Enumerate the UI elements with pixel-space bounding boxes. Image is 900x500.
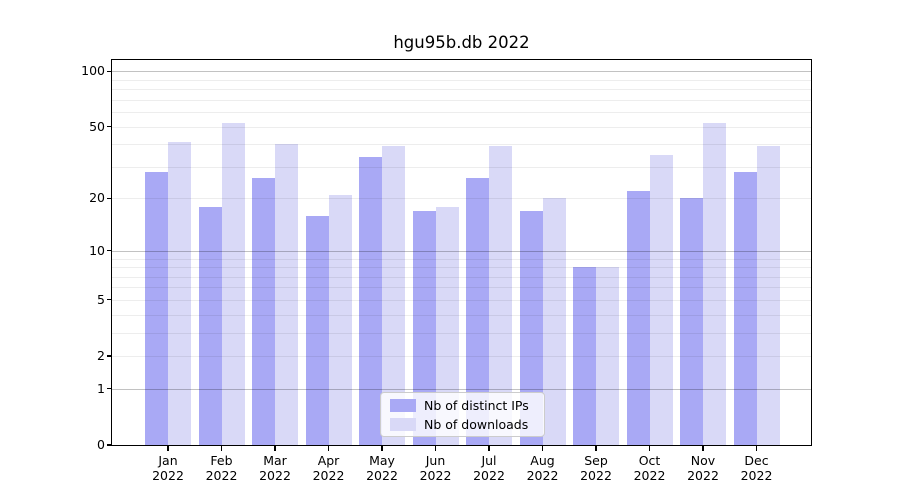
y-tick-label: 100 xyxy=(81,63,105,79)
gridline-minor xyxy=(112,112,811,114)
bar-distinct-ips xyxy=(519,210,543,445)
x-tick-mark xyxy=(541,446,544,451)
y-tick-mark xyxy=(106,388,111,390)
bar-downloads xyxy=(596,267,619,445)
gridline-major xyxy=(112,71,811,73)
bar-distinct-ips xyxy=(733,172,757,445)
legend-item-downloads: Nb of downloads xyxy=(390,417,535,432)
x-tick-mark xyxy=(274,446,276,451)
bar-downloads xyxy=(489,146,512,445)
x-tick-label: Jan 2022 xyxy=(152,453,184,483)
x-tick-mark xyxy=(488,446,490,451)
y-tick-label: 5 xyxy=(97,291,105,307)
x-tick-label: Nov 2022 xyxy=(687,453,719,483)
bar-distinct-ips xyxy=(252,178,275,445)
gridline-minor xyxy=(112,89,811,91)
legend-label-distinct-ips: Nb of distinct IPs xyxy=(424,397,529,413)
x-tick-label: Feb 2022 xyxy=(205,453,238,483)
y-tick-mark xyxy=(106,70,111,72)
bar-downloads xyxy=(756,146,780,445)
x-tick-mark xyxy=(167,446,169,451)
x-tick-mark xyxy=(595,446,597,451)
plot-area xyxy=(111,59,812,446)
x-tick-mark xyxy=(702,446,704,451)
bar-downloads xyxy=(328,194,352,445)
x-tick-mark xyxy=(648,446,651,451)
bar-distinct-ips xyxy=(466,178,489,445)
y-tick-mark xyxy=(106,197,111,199)
x-tick-label: Sep 2022 xyxy=(580,453,612,483)
bar-downloads xyxy=(703,123,726,445)
x-tick-mark xyxy=(381,446,383,451)
y-tick-mark xyxy=(106,125,111,128)
y-tick-mark xyxy=(106,299,111,301)
bar-distinct-ips xyxy=(626,191,650,445)
x-tick-label: Dec 2022 xyxy=(740,453,773,483)
bar-distinct-ips xyxy=(359,157,382,445)
legend-label-downloads: Nb of downloads xyxy=(424,416,529,432)
chart-title: hgu95b.db 2022 xyxy=(393,33,530,52)
bar-downloads xyxy=(168,142,191,445)
legend-item-distinct-ips: Nb of distinct IPs xyxy=(390,398,535,413)
legend-swatch-downloads xyxy=(390,417,416,431)
x-tick-mark xyxy=(755,446,758,451)
y-tick-label: 50 xyxy=(89,118,105,134)
bar-distinct-ips xyxy=(573,267,596,445)
x-tick-label: May 2022 xyxy=(366,453,398,483)
y-tick-mark xyxy=(106,250,111,252)
x-tick-label: Aug 2022 xyxy=(526,453,559,483)
x-tick-mark xyxy=(220,446,223,451)
bar-downloads xyxy=(649,154,673,445)
x-tick-label: Mar 2022 xyxy=(259,453,291,483)
gridline-minor xyxy=(112,99,811,101)
bar-downloads xyxy=(542,198,566,445)
y-tick-label: 1 xyxy=(97,380,105,396)
legend: Nb of distinct IPs Nb of downloads xyxy=(380,392,545,437)
x-tick-label: Jul 2022 xyxy=(473,453,505,483)
bar-distinct-ips xyxy=(305,215,329,445)
y-tick-mark xyxy=(106,355,111,357)
x-tick-mark xyxy=(327,446,330,451)
y-tick-label: 10 xyxy=(89,242,105,258)
bar-distinct-ips xyxy=(198,206,222,445)
legend-swatch-distinct-ips xyxy=(390,398,416,412)
bar-distinct-ips xyxy=(680,198,703,445)
bar-downloads xyxy=(275,144,298,445)
x-tick-label: Jun 2022 xyxy=(419,453,452,483)
y-tick-mark xyxy=(106,444,111,446)
bar-downloads xyxy=(382,146,405,445)
gridline-minor xyxy=(112,79,811,81)
x-tick-mark xyxy=(434,446,437,451)
bar-distinct-ips xyxy=(145,172,168,445)
y-tick-label: 2 xyxy=(97,348,105,364)
x-tick-label: Oct 2022 xyxy=(633,453,666,483)
bar-downloads xyxy=(435,206,459,445)
bar-distinct-ips xyxy=(412,210,436,445)
bar-downloads xyxy=(221,123,245,445)
y-tick-label: 0 xyxy=(97,437,105,452)
y-tick-label: 20 xyxy=(89,190,105,206)
x-tick-label: Apr 2022 xyxy=(312,453,345,483)
